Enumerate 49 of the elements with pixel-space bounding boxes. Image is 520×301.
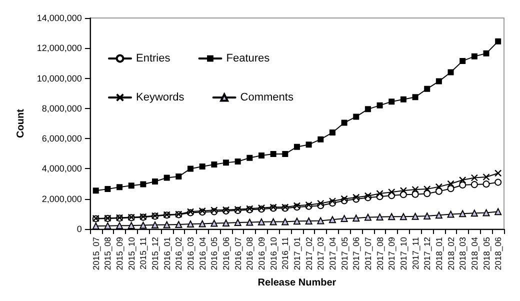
x-tick-label: 2018_01 [434,236,444,270]
x-tick-label: 2018_03 [458,236,468,270]
x-tick-label: 2016_11 [280,236,290,270]
x-tick-label: 2016_09 [256,236,266,270]
x-tick-label: 2017_10 [398,236,408,270]
x-tick-label: 2017_01 [292,236,302,270]
x-tick-label: 2016_10 [268,236,278,270]
x-tick-label: 2016_05 [209,236,220,270]
legend-label: Keywords [136,92,185,104]
x-tick-label: 2017_09 [386,236,397,270]
x-tick-label: 2017_02 [304,236,314,270]
x-tick-label: 2017_07 [362,236,373,270]
x-axis-title: Release Number [258,278,336,288]
x-tick-label: 2017_08 [374,236,385,270]
y-tick-label: 6,000,000 [42,134,82,144]
y-tick-label: 0 [76,224,82,234]
x-tick-label: 2015_11 [138,236,148,270]
x-tick-label: 2015_09 [114,236,125,270]
x-tick-label: 2017_12 [422,236,432,270]
x-tick-label: 2016_02 [174,236,184,270]
x-tick-label: 2016_03 [186,236,196,270]
x-tick-label: 2017_04 [327,236,338,270]
x-tick-label: 2018_04 [469,236,480,270]
legend-label: Comments [240,92,294,104]
x-tick-label: 2016_07 [232,236,243,270]
legend-label: Features [226,52,270,64]
y-tick-label: 14,000,000 [36,13,82,23]
x-tick-label: 2015_12 [150,236,160,270]
y-tick-label: 12,000,000 [36,43,82,54]
x-tick-label: 2017_05 [339,236,350,270]
x-tick-label: 2015_10 [126,236,136,270]
y-tick-label: 2,000,000 [42,194,82,204]
x-tick-label: 2017_03 [316,236,326,270]
x-tick-label: 2016_01 [162,236,172,270]
x-tick-label: 2017_11 [410,236,420,270]
x-tick-label: 2018_02 [446,236,456,270]
x-tick-label: 2017_06 [351,236,362,270]
y-axis-title: Count [16,108,26,138]
legend-label: Entries [136,52,171,64]
x-tick-label: 2018_05 [481,236,492,270]
x-tick-label: 2016_08 [244,236,255,270]
x-tick-label: 2015_07 [90,236,101,270]
y-tick-label: 8,000,000 [42,103,82,114]
x-tick-label: 2018_06 [493,236,504,270]
x-tick-label: 2016_06 [220,236,231,270]
y-tick-label: 10,000,000 [36,73,82,84]
y-tick-label: 4,000,000 [42,164,82,174]
x-tick-label: 2015_08 [102,236,113,270]
x-tick-label: 2016_04 [197,236,208,270]
